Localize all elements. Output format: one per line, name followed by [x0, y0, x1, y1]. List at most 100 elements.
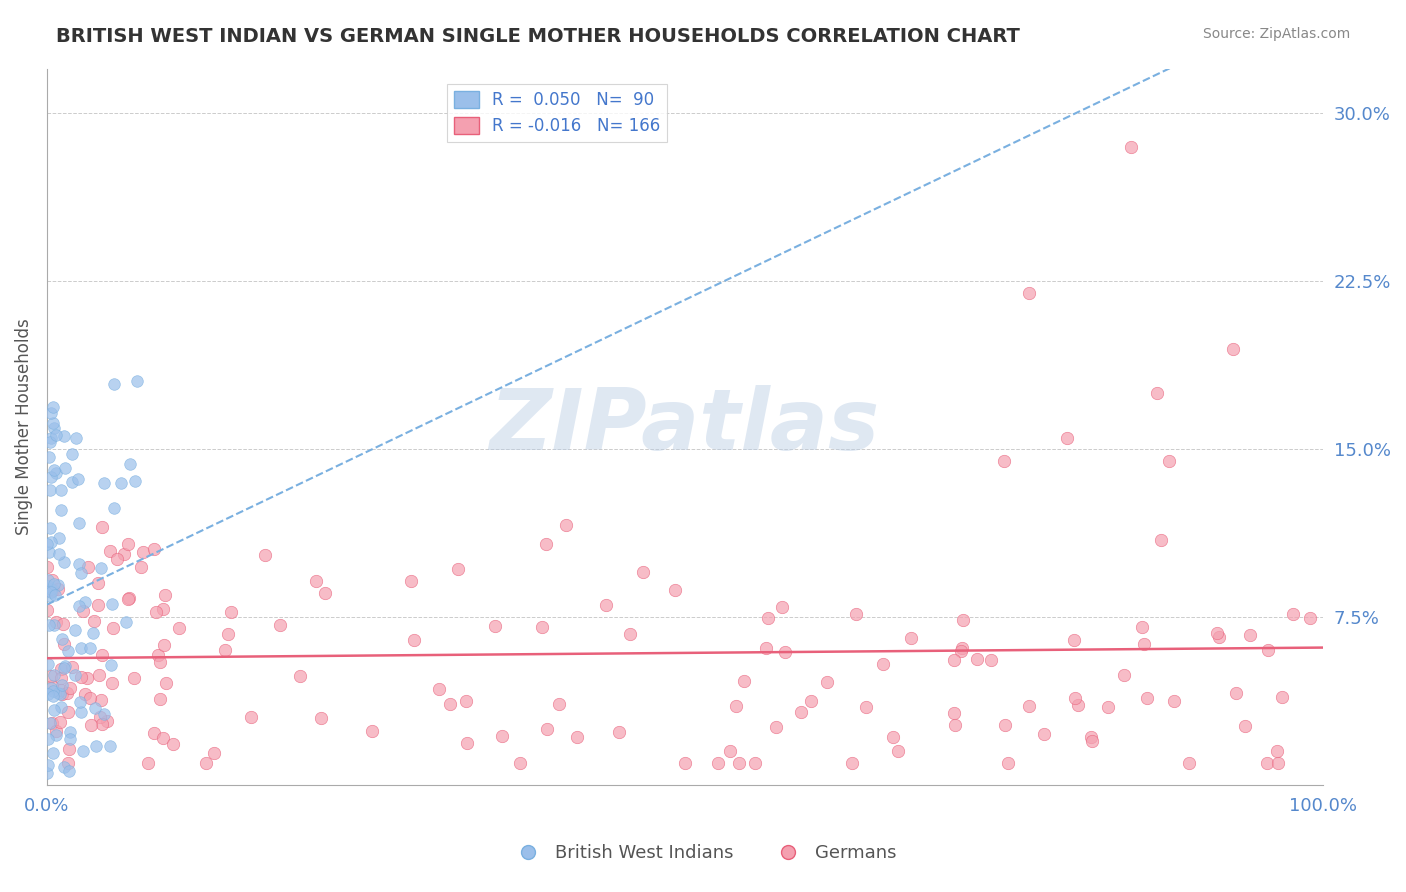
Point — [37, 758, 59, 772]
Point — [70, 640, 93, 655]
Point — [1056, 431, 1078, 445]
Point — [855, 700, 877, 714]
Point — [60, 660, 83, 674]
Point — [114, 615, 136, 629]
Point — [943, 706, 966, 720]
Point — [51, 632, 73, 646]
Point — [217, 627, 239, 641]
Point — [42, 400, 65, 414]
Point — [439, 697, 461, 711]
Point — [240, 710, 263, 724]
Point — [149, 656, 172, 670]
Point — [554, 518, 576, 533]
Point — [1271, 690, 1294, 705]
Point — [595, 598, 617, 612]
Point — [56, 756, 79, 770]
Point — [152, 638, 174, 652]
Point — [253, 548, 276, 562]
Point — [117, 537, 139, 551]
Point — [531, 620, 554, 634]
Point — [42, 463, 65, 477]
Point — [72, 744, 94, 758]
Point — [162, 737, 184, 751]
Point — [142, 725, 165, 739]
Point — [1256, 756, 1278, 770]
Point — [80, 718, 103, 732]
Point — [58, 742, 80, 756]
Point — [841, 756, 863, 770]
Point — [1136, 691, 1159, 706]
Point — [37, 687, 59, 701]
Point — [89, 709, 111, 723]
Point — [1159, 453, 1181, 467]
Point — [37, 582, 59, 597]
Point — [90, 692, 112, 706]
Point — [39, 406, 62, 420]
Point — [37, 573, 59, 587]
Point — [105, 552, 128, 566]
Point — [37, 579, 59, 593]
Point — [314, 586, 336, 600]
Point — [993, 453, 1015, 467]
Point — [152, 602, 174, 616]
Point — [309, 711, 332, 725]
Point — [943, 653, 966, 667]
Point — [49, 700, 72, 714]
Point — [194, 756, 217, 770]
Point — [290, 669, 312, 683]
Point — [1206, 626, 1229, 640]
Point — [53, 658, 76, 673]
Point — [1018, 699, 1040, 714]
Point — [872, 657, 894, 672]
Point — [966, 652, 988, 666]
Point — [800, 694, 823, 708]
Point — [45, 728, 67, 742]
Point — [361, 724, 384, 739]
Point — [707, 756, 730, 770]
Point — [51, 678, 73, 692]
Point — [269, 618, 291, 632]
Point — [63, 624, 86, 638]
Point — [66, 472, 89, 486]
Point — [35, 537, 58, 551]
Point — [69, 694, 91, 708]
Point — [744, 756, 766, 770]
Point — [997, 756, 1019, 770]
Point — [91, 520, 114, 534]
Point — [39, 431, 62, 445]
Point — [755, 640, 778, 655]
Point — [39, 681, 62, 696]
Text: ZIPatlas: ZIPatlas — [489, 385, 880, 468]
Point — [882, 731, 904, 745]
Point — [1067, 698, 1090, 713]
Point — [772, 600, 794, 615]
Point — [1063, 633, 1085, 648]
Point — [44, 588, 66, 602]
Point — [950, 640, 973, 655]
Point — [51, 687, 73, 701]
Point — [53, 661, 76, 675]
Point — [44, 668, 66, 682]
Point — [56, 706, 79, 720]
Point — [1097, 700, 1119, 714]
Point — [69, 706, 91, 720]
Point — [112, 547, 135, 561]
Point — [52, 637, 75, 651]
Point — [41, 669, 63, 683]
Point — [214, 643, 236, 657]
Point — [87, 575, 110, 590]
Point — [1133, 636, 1156, 650]
Point — [49, 671, 72, 685]
Point — [38, 521, 60, 535]
Point — [775, 645, 797, 659]
Point — [45, 427, 67, 442]
Point — [1081, 734, 1104, 748]
Point — [100, 657, 122, 672]
Point — [155, 676, 177, 690]
Point — [1121, 140, 1143, 154]
Point — [59, 681, 82, 695]
Point — [149, 692, 172, 706]
Point — [1150, 533, 1173, 547]
Point — [93, 476, 115, 491]
Point — [718, 744, 741, 758]
